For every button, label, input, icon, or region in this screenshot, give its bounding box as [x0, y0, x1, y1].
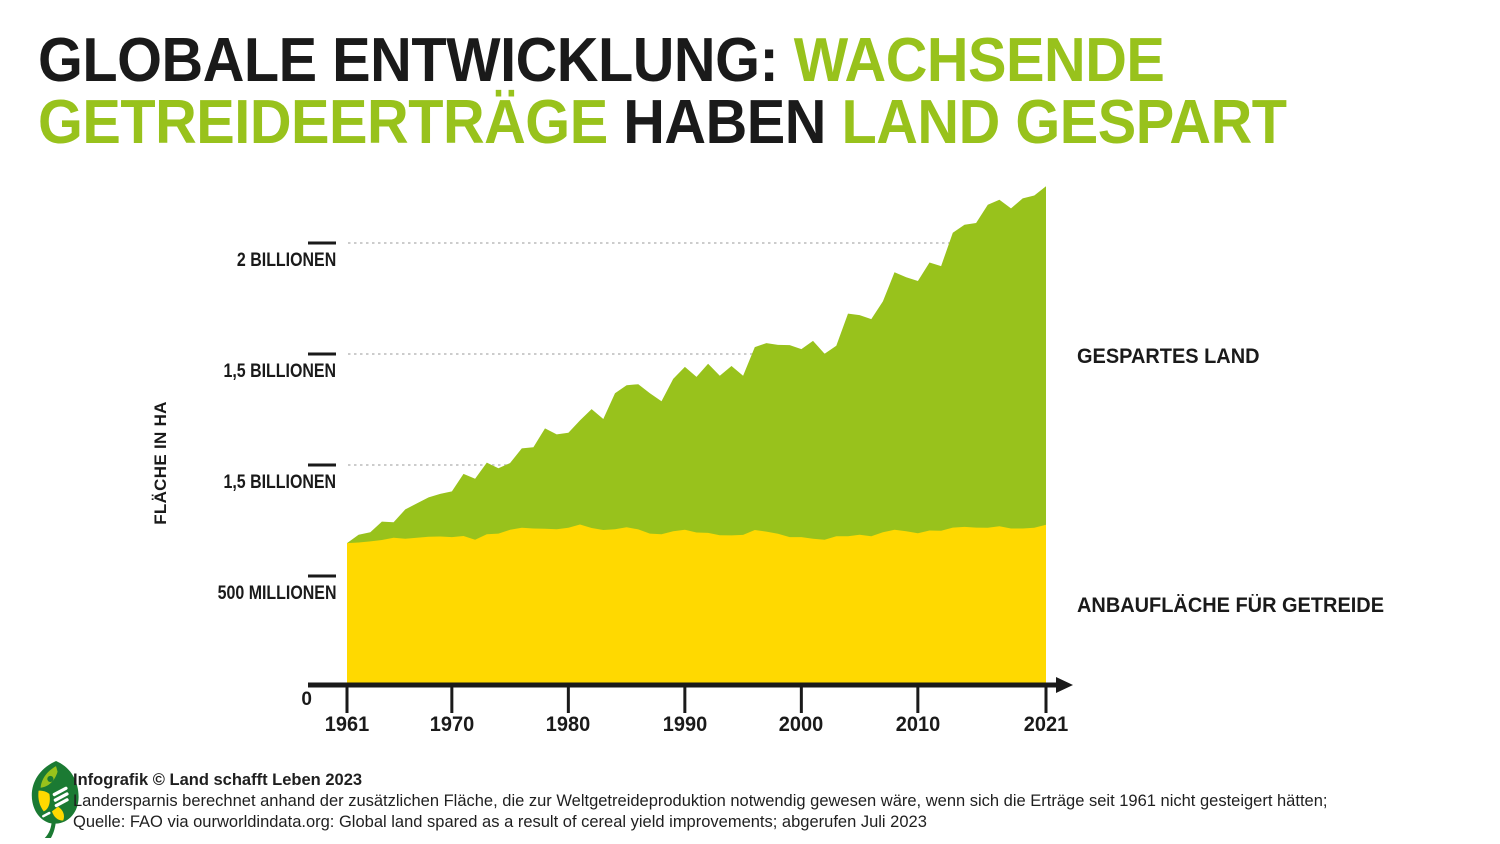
- y-tick-label: 1,5 BILLIONEN: [223, 472, 336, 493]
- title-segment: GETREIDEERTRÄGE: [38, 88, 608, 157]
- source-note: Quelle: FAO via ourworldindata.org: Glob…: [73, 813, 927, 831]
- y-tick-label: 1,5 BILLIONEN: [223, 361, 336, 382]
- x-tick-label: 1980: [546, 713, 591, 736]
- x-tick-label: 2010: [895, 713, 941, 736]
- y-tick-label: 500 MILLIONEN: [217, 583, 336, 604]
- leaf-logo-icon: [31, 761, 79, 838]
- x-tick-label: 2000: [779, 713, 824, 736]
- saved-land-label: GESPARTES LAND: [1077, 345, 1260, 368]
- x-tick-label: 1990: [662, 713, 708, 736]
- title-line: GLOBALE ENTWICKLUNG: WACHSENDE: [38, 30, 1287, 92]
- title-segment: HABEN: [607, 88, 842, 157]
- page-title: GLOBALE ENTWICKLUNG: WACHSENDE GETREIDEER…: [38, 30, 1287, 154]
- footer: Infografik © Land schafft Leben 2023 Lan…: [73, 770, 1327, 833]
- method-note: Landersparnis berechnet anhand der zusät…: [73, 792, 1328, 810]
- x-tick-label: 1961: [324, 713, 370, 736]
- title-segment: GLOBALE ENTWICKLUNG:: [38, 26, 794, 95]
- title-line: GETREIDEERTRÄGE HABEN LAND GESPART: [38, 92, 1287, 154]
- x-tick-label: 2021: [1023, 713, 1069, 736]
- origin-label: 0: [301, 689, 312, 710]
- x-tick-label: 1970: [429, 713, 475, 736]
- title-segment: WACHSENDE: [793, 26, 1165, 95]
- infographic-credit: Infografik © Land schafft Leben 2023: [73, 771, 363, 789]
- cropland-area: [347, 524, 1046, 687]
- title-segment: LAND GESPART: [841, 88, 1287, 157]
- cropland-label: ANBAUFLÄCHE FÜR GETREIDE: [1077, 594, 1385, 617]
- x-axis-arrow: [1056, 677, 1073, 693]
- y-axis-title: FLÄCHE IN HA: [151, 401, 170, 525]
- y-tick-label: 2 BILLIONEN: [236, 250, 336, 271]
